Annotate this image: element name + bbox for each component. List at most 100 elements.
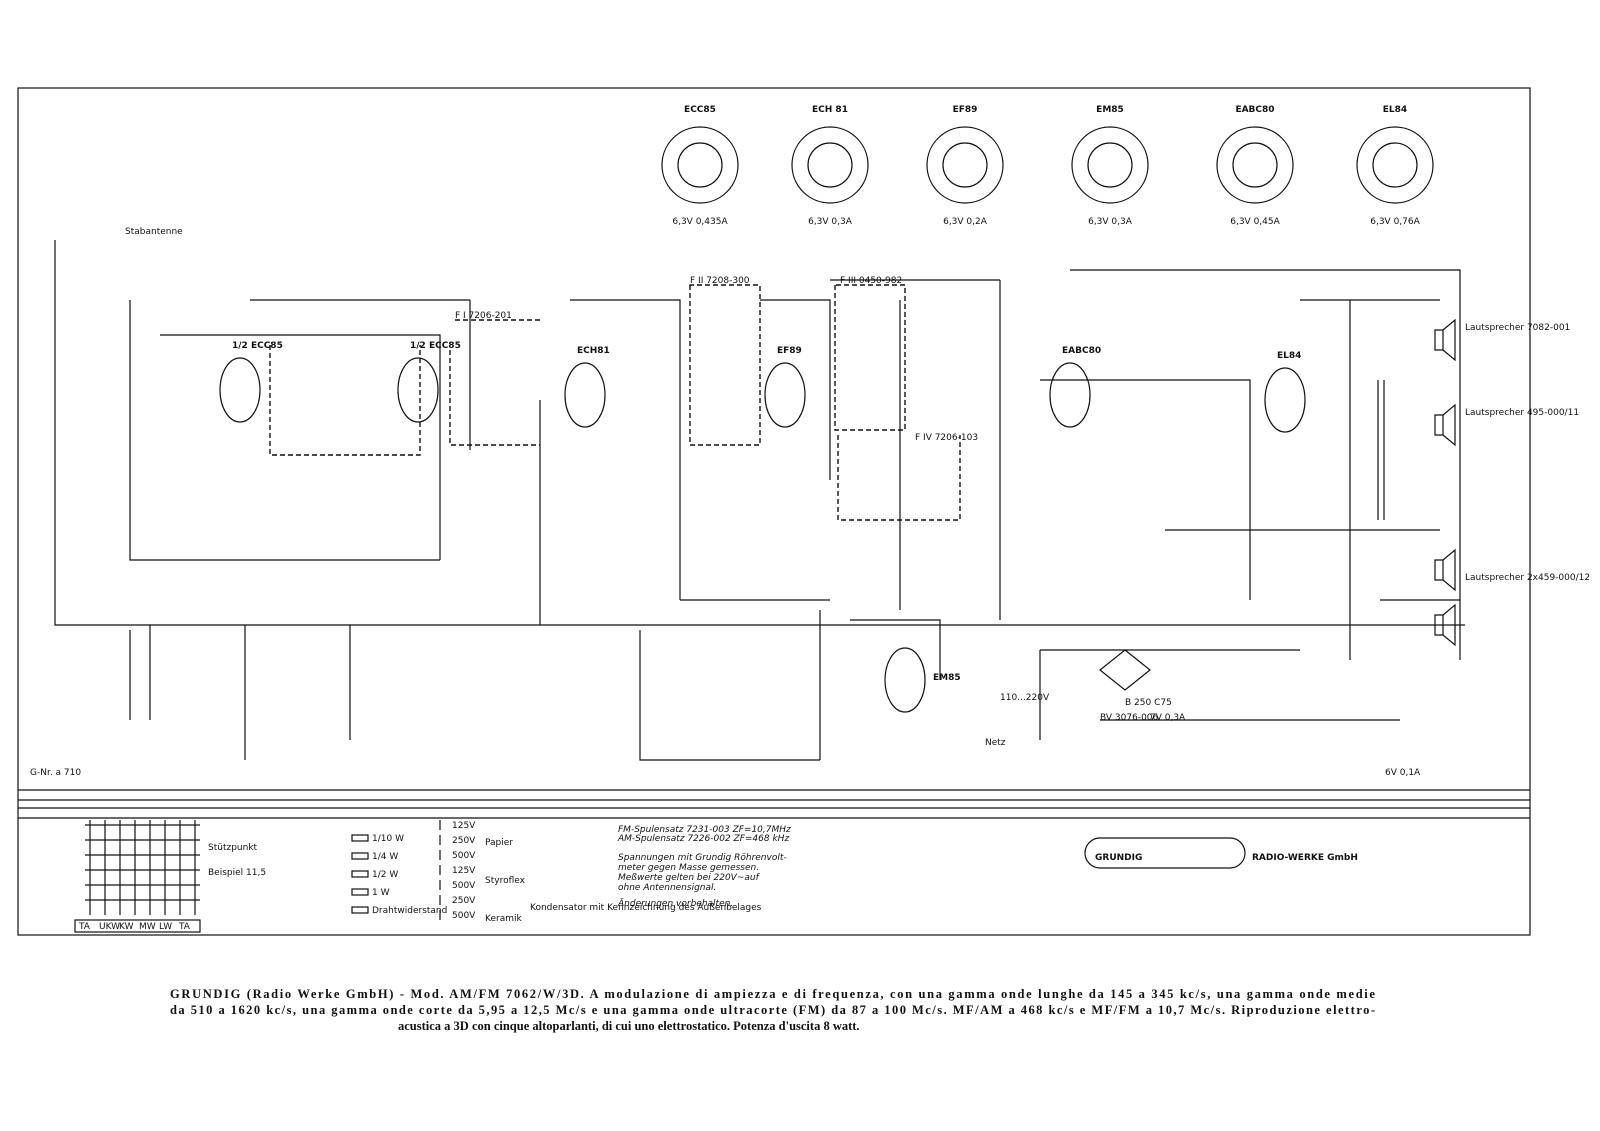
filter-label: F IV 7206-103: [915, 433, 978, 443]
power-label: 6V 0,1A: [1385, 768, 1421, 778]
logo-frame: [1084, 837, 1246, 869]
resistor-rating: 1/4 W: [372, 852, 398, 862]
tube-name: EF89: [953, 105, 978, 115]
tube: [884, 647, 926, 713]
speaker-label: Lautsprecher 7082-001: [1465, 323, 1570, 333]
power-label: 7V 0,3A: [1150, 713, 1186, 723]
tube-base: [1372, 142, 1418, 188]
resistor-symbol: [351, 852, 369, 860]
resistor-symbol: [351, 888, 369, 896]
note: Spannungen mit Grundig Röhrenvolt-: [618, 853, 787, 863]
resistor-rating: Drahtwiderstand: [372, 906, 447, 916]
capacitor-voltage: 125V: [452, 821, 476, 831]
tube-base: [807, 142, 853, 188]
caption: GRUNDIG (Radio Werke GmbH) - Mod. AM/FM …: [170, 987, 1375, 1001]
capacitor-voltage: 125V: [452, 866, 476, 876]
switch-position: TA: [178, 922, 191, 932]
caption: acustica a 3D con cinque altoparlanti, d…: [398, 1019, 860, 1033]
power-label: 110...220V: [1000, 693, 1050, 703]
switch-position: UKW: [99, 922, 120, 932]
tube-label: EM85: [933, 673, 961, 683]
tubes: ECC85 6,3V 0,435A ECH 81 6,3V 0,3A EF89 6,3V …: [219, 105, 1590, 778]
tube-base: [791, 126, 869, 204]
capacitor-voltage: 500V: [452, 911, 476, 921]
tube: [1264, 367, 1306, 433]
capacitor-voltage: 500V: [452, 881, 476, 891]
tube-base: [661, 126, 739, 204]
tube-name: ECH 81: [812, 105, 848, 115]
tube-base: [1216, 126, 1294, 204]
power-label: Netz: [985, 738, 1006, 748]
filter-label: F I 7206-201: [455, 311, 512, 321]
tube: [564, 362, 606, 428]
tube-label: EL84: [1277, 351, 1301, 361]
tube-base: [942, 142, 988, 188]
tube-heater: 6,3V 0,3A: [1088, 217, 1133, 227]
tube: [1049, 362, 1091, 428]
switch-position: KW: [119, 922, 134, 932]
switch-position: LW: [159, 922, 172, 932]
tube-heater: 6,3V 0,2A: [943, 217, 988, 227]
power-label: B 250 C75: [1125, 698, 1172, 708]
resistor-rating: 1 W: [372, 888, 390, 898]
resistor-symbol: [351, 834, 369, 842]
note: meter gegen Masse gemessen.: [618, 863, 759, 873]
capacitor-note: Kondensator mit Kennzeichnung des Außenb…: [530, 903, 762, 913]
tube: [397, 357, 439, 423]
note: ohne Antennensignal.: [618, 883, 716, 893]
frame: [17, 87, 1531, 936]
resistor-symbol: [351, 906, 369, 914]
tube-name: EABC80: [1235, 105, 1274, 115]
tube-base: [1356, 126, 1434, 204]
tube-heater: 6,3V 0,435A: [672, 217, 728, 227]
switch-position: TA: [78, 922, 91, 932]
note: Meßwerte gelten bei 220V~auf: [618, 873, 761, 883]
brand-company: RADIO-WERKE GmbH: [1252, 853, 1358, 863]
tube: [219, 357, 261, 423]
tube-base: [1071, 126, 1149, 204]
antenna-label: Stabantenne: [125, 227, 183, 237]
filter-label: F III 0450-982: [840, 276, 902, 286]
capacitor-group: Styroflex: [485, 876, 526, 886]
legend-text: Beispiel 11,5: [208, 868, 266, 878]
tube-base: [926, 126, 1004, 204]
tube-base: [677, 142, 723, 188]
capacitor-group: Papier: [485, 838, 513, 848]
note: AM-Spulensatz 7226-002 ZF=468 kHz: [617, 834, 789, 844]
note: FM-Spulensatz 7231-003 ZF=10,7MHz: [618, 825, 791, 835]
capacitor-group: Keramik: [485, 914, 522, 924]
capacitor-voltage: 250V: [452, 896, 476, 906]
capacitor-voltage: 250V: [452, 836, 476, 846]
resistor-rating: 1/10 W: [372, 834, 404, 844]
caption: da 510 a 1620 kc/s, una gamma onde corte…: [170, 1003, 1375, 1017]
tube-heater: 6,3V 0,76A: [1370, 217, 1420, 227]
tube-heater: 6,3V 0,45A: [1230, 217, 1280, 227]
capacitor-voltage: 500V: [452, 851, 476, 861]
brand-logo: GRUNDIG: [1095, 853, 1142, 863]
switch-position: MW: [139, 922, 156, 932]
tube-name: EM85: [1096, 105, 1124, 115]
speaker-label: Lautsprecher 2x459-000/12: [1465, 573, 1590, 583]
tube-label: EF89: [777, 346, 802, 356]
tube-base: [1087, 142, 1133, 188]
wiring: [54, 240, 1465, 761]
tube-label: 1/2 ECC85: [410, 341, 461, 351]
tube-label: ECH81: [577, 346, 610, 356]
note: Änderungen vorbehalten.: [617, 898, 733, 909]
speakers: [1434, 318, 1456, 647]
filter-label: F II 7208-300: [690, 276, 750, 286]
speaker-label: Lautsprecher 495-000/11: [1465, 408, 1579, 418]
power-label: BV 3076-006: [1100, 713, 1159, 723]
tube-heater: 6,3V 0,3A: [808, 217, 853, 227]
resistor-rating: 1/2 W: [372, 870, 398, 880]
tube: [764, 362, 806, 428]
tube-name: ECC85: [684, 105, 716, 115]
tube-name: EL84: [1383, 105, 1407, 115]
tube-base: [1232, 142, 1278, 188]
drawing-number: G-Nr. a 710: [30, 768, 81, 778]
legend-text: Stützpunkt: [208, 843, 258, 853]
tube-label: EABC80: [1062, 346, 1101, 356]
tube-label: 1/2 ECC85: [232, 341, 283, 351]
